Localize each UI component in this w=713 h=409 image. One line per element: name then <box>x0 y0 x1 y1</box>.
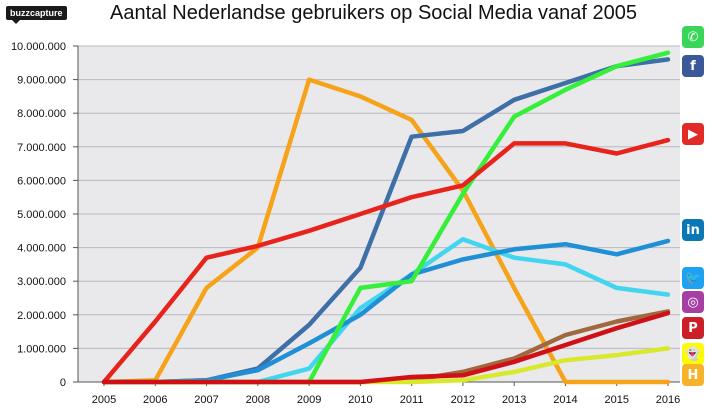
x-axis: 2005 2006 2007 2008 2009 2010 2011 2012 2013 2014… <box>78 381 680 406</box>
series-line-7 <box>101 137 671 385</box>
y-tick-label: 3.000.000 <box>17 276 66 288</box>
hyves-icon: H <box>682 364 704 386</box>
y-tick-label: 8.000.000 <box>17 108 66 120</box>
twitter-icon: 🐦 <box>682 267 704 289</box>
brand-logo: buzzcapture <box>6 6 67 24</box>
facebook-icon: f <box>682 55 704 77</box>
x-tick-label: 2007 <box>194 394 218 406</box>
y-tick-label: 2.000.000 <box>17 310 66 322</box>
linkedin-icon: in <box>682 219 704 241</box>
x-tick-label: 2016 <box>656 394 680 406</box>
x-tick-label: 2013 <box>502 394 526 406</box>
y-tick-label: 1.000.000 <box>17 343 66 355</box>
y-tick-label: 10.000.000 <box>11 41 66 53</box>
pinterest-icon: P <box>682 317 704 339</box>
y-tick-label: 9.000.000 <box>17 75 66 87</box>
instagram-icon: ◎ <box>682 291 704 313</box>
y-axis: 0 1.000.000 2.000.000 3.000.000 4.000.000 5.0… <box>11 41 79 389</box>
youtube-icon: ▶ <box>682 123 704 145</box>
x-tick-label: 2008 <box>246 394 270 406</box>
x-tick-label: 2010 <box>348 394 372 406</box>
series-lines <box>101 50 671 385</box>
x-tick-label: 2012 <box>451 394 475 406</box>
x-tick-label: 2009 <box>297 394 321 406</box>
chart-title: Aantal Nederlandse gebruikers op Social … <box>110 2 638 24</box>
x-tick-label: 2005 <box>92 394 116 406</box>
y-tick-label: 7.000.000 <box>17 142 66 154</box>
y-tick-label: 5.000.000 <box>17 209 66 221</box>
y-tick-label: 4.000.000 <box>17 243 66 255</box>
series-line-8 <box>101 310 671 385</box>
y-tick-label: 0 <box>60 377 66 389</box>
snapchat-icon: 👻 <box>682 343 704 365</box>
x-tick-label: 2006 <box>143 394 167 406</box>
x-tick-label: 2011 <box>400 394 424 406</box>
x-tick-label: 2014 <box>553 394 577 406</box>
series-line-0 <box>101 77 671 385</box>
y-tick-label: 6.000.000 <box>17 175 66 187</box>
x-tick-label: 2015 <box>604 394 628 406</box>
whatsapp-icon: ✆ <box>682 26 704 48</box>
